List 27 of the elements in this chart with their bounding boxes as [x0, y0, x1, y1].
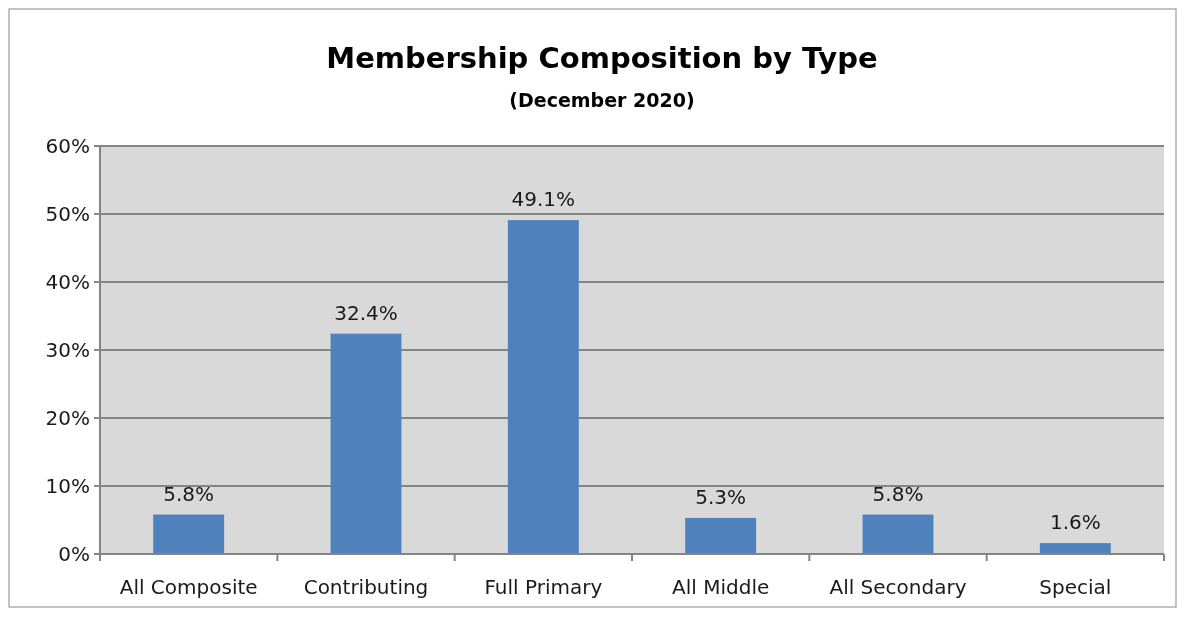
- data-label: 32.4%: [334, 300, 398, 325]
- x-tick-label: Special: [1039, 575, 1112, 599]
- data-label: 49.1%: [511, 187, 576, 212]
- y-tick-label: 40%: [45, 270, 90, 294]
- bar: [330, 333, 402, 554]
- x-tick-label: Full Primary: [484, 575, 603, 599]
- x-tick-label: All Secondary: [829, 575, 967, 599]
- y-tick-label: 60%: [45, 134, 90, 158]
- bar: [1039, 543, 1111, 554]
- data-label: 5.3%: [695, 484, 747, 509]
- data-label: 5.8%: [872, 481, 924, 506]
- data-label: 1.6%: [1049, 510, 1101, 535]
- y-tick-label: 10%: [45, 474, 90, 498]
- x-tick-label: All Middle: [672, 575, 770, 599]
- y-tick-label: 0%: [58, 542, 90, 566]
- x-tick-label: Contributing: [303, 575, 429, 599]
- chart-subtitle: (December 2020): [509, 89, 695, 111]
- chart-title: Membership Composition by Type: [326, 41, 878, 75]
- bar: [153, 514, 225, 554]
- y-tick-label: 50%: [45, 202, 90, 226]
- bar: [685, 517, 757, 554]
- bar: [507, 220, 579, 554]
- data-label: 5.8%: [163, 481, 215, 506]
- y-tick-label: 30%: [45, 338, 90, 362]
- x-tick-label: All Composite: [119, 575, 258, 599]
- bar: [862, 514, 934, 554]
- y-tick-label: 20%: [45, 406, 90, 430]
